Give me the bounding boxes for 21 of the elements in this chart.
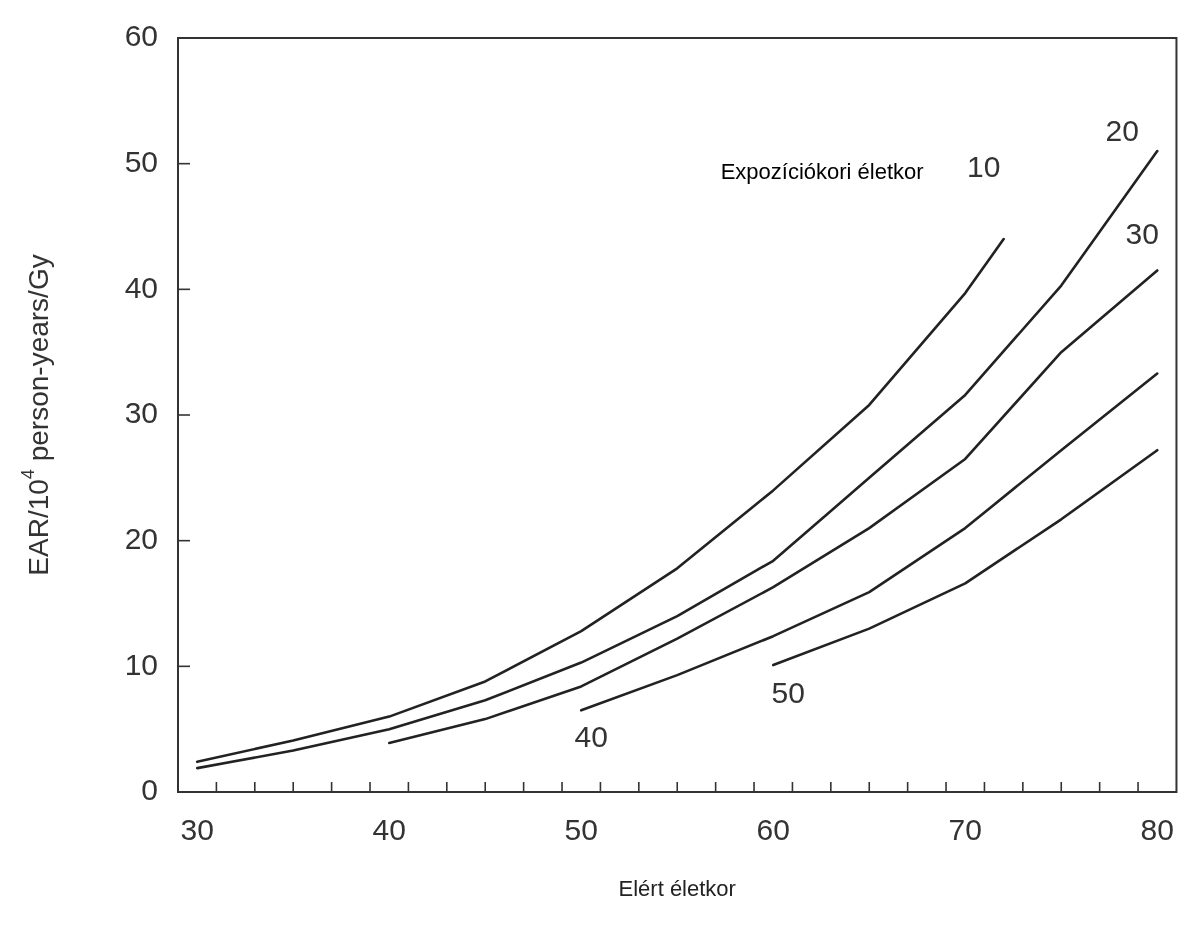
y-tick-label: 60 <box>124 19 158 53</box>
y-tick-label: 20 <box>124 521 158 555</box>
series-label: 30 <box>1125 216 1159 250</box>
y-axis-title: EAR/104 person-years/Gy <box>17 254 54 576</box>
x-tick-label: 70 <box>948 813 982 847</box>
x-tick-label: 30 <box>180 813 214 847</box>
x-tick-label: 50 <box>564 813 598 847</box>
y-tick-label: 0 <box>141 773 158 807</box>
x-tick-label: 40 <box>372 813 406 847</box>
series-label: 40 <box>574 719 608 753</box>
y-tick-label: 50 <box>124 144 158 178</box>
legend-title: Expozíciókori életkor <box>720 159 924 185</box>
y-tick-label: 10 <box>124 647 158 681</box>
x-axis-title: Elért életkor <box>618 876 736 902</box>
x-tick-label: 80 <box>1140 813 1174 847</box>
x-tick-label: 60 <box>756 813 790 847</box>
series-label: 10 <box>966 150 1001 184</box>
series-label: 20 <box>1105 114 1139 148</box>
y-tick-label: 40 <box>124 270 158 304</box>
series-label: 50 <box>771 676 805 710</box>
y-tick-label: 30 <box>124 396 158 430</box>
